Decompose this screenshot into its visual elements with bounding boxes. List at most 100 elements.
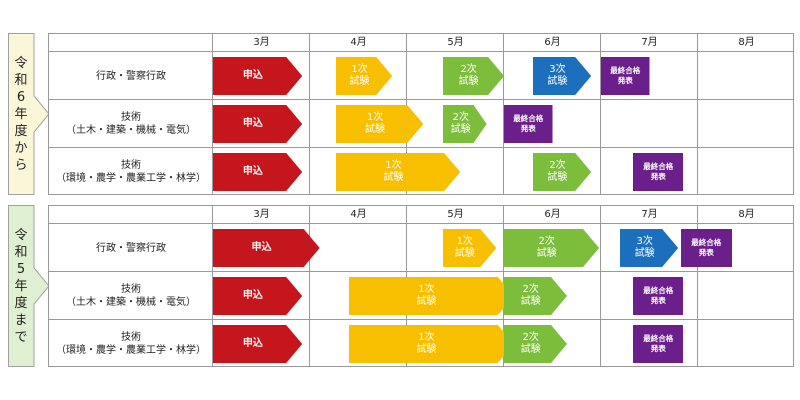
grid-row-line — [49, 223, 793, 224]
job-category-label: 行政・警察行政 — [49, 224, 213, 272]
final-result-box: 最終合格 発表 — [504, 105, 553, 143]
bar-label-line: 発表 — [520, 124, 536, 133]
bar-label-line: 2次 — [549, 160, 566, 171]
bar-label-line: 試験 — [416, 296, 437, 307]
bar-label-line: 発表 — [698, 248, 714, 257]
bar-label-line: 申込 — [242, 290, 263, 301]
bar-shape — [680, 229, 732, 267]
job-category-line: （環境・農学・農業工学・林学） — [56, 345, 206, 356]
bar-label-line: 試験 — [520, 296, 541, 307]
bar-label-line: 発表 — [650, 344, 666, 353]
stage2-exam-arrow: 2次 試験 — [504, 277, 568, 315]
job-category-line: 技術 — [121, 112, 141, 123]
side-label-char: 年 — [14, 278, 28, 294]
final-result-box: 最終合格 発表 — [633, 153, 684, 191]
bar-shape — [504, 277, 568, 315]
stage1-exam-arrow: 1次 試験 — [336, 153, 461, 191]
side-label-char: ま — [14, 312, 28, 328]
bar-label-line: 試験 — [416, 344, 437, 355]
grid-row-line — [49, 147, 793, 148]
month-header: 7月 — [641, 209, 658, 220]
bar-shape — [348, 325, 514, 363]
bar-label: 2次 試験 — [443, 57, 495, 95]
grid-row-line — [49, 319, 793, 320]
stage2-exam-arrow: 2次 試験 — [504, 325, 568, 363]
job-category-line: （土木・建築・機械・電気） — [66, 125, 196, 136]
stage1-exam-arrow: 1次 試験 — [336, 105, 424, 143]
bar-label-line: 発表 — [650, 172, 666, 181]
bar-label-line: 申込 — [242, 166, 263, 177]
job-category-line: 行政・警察行政 — [96, 242, 166, 254]
month-header: 6月 — [544, 209, 561, 220]
grid-column-line — [503, 34, 504, 194]
bar-label: 1次 試験 — [443, 229, 487, 267]
stage1-exam-arrow: 1次 試験 — [348, 277, 514, 315]
application-arrow: 申込 — [213, 153, 303, 191]
side-arrow-icon — [8, 33, 50, 195]
bar-label-line: 試験 — [547, 76, 568, 87]
bar-shape — [213, 277, 303, 315]
bar-label-line: 試験 — [365, 124, 386, 135]
bar-shape — [213, 153, 303, 191]
bar-label-line: 最終合格 — [643, 334, 674, 343]
bar-label: 2次 試験 — [504, 325, 557, 363]
grid-column-line — [309, 34, 310, 194]
bar-label: 1次 試験 — [349, 277, 504, 315]
bar-label: 2次 試験 — [443, 105, 479, 143]
bar-label: 2次 試験 — [504, 277, 557, 315]
bar-label: 最終合格 発表 — [633, 153, 683, 191]
application-arrow: 申込 — [213, 277, 303, 315]
bar-shape — [442, 105, 487, 143]
bar-label-line: 試験 — [450, 124, 471, 135]
bar-label-line: 発表 — [617, 76, 633, 85]
bar-label: 最終合格 発表 — [601, 57, 650, 95]
bar-label: 申込 — [213, 57, 293, 95]
stage2-exam-arrow: 2次 試験 — [504, 229, 600, 267]
month-header: 8月 — [738, 209, 755, 220]
bar-shape — [213, 229, 320, 267]
stage2-exam-arrow: 2次 試験 — [533, 153, 592, 191]
bar-label: 最終合格 発表 — [633, 277, 683, 315]
job-category-line: 技術 — [121, 284, 141, 295]
stage2-exam-arrow: 2次 試験 — [442, 105, 487, 143]
stage3-exam-arrow: 3次 試験 — [533, 57, 592, 95]
grid-column-line — [212, 34, 213, 194]
bar-label-line: 1次 — [418, 284, 435, 295]
bar-shape — [533, 57, 592, 95]
bar-label-line: 1次 — [366, 112, 384, 123]
stage1-exam-arrow: 1次 試験 — [336, 57, 393, 95]
side-label-char: 度 — [14, 123, 28, 139]
bar-label: 申込 — [213, 153, 293, 191]
grid-column-line — [600, 34, 601, 194]
bar-shape — [442, 57, 504, 95]
bar-label: 最終合格 発表 — [504, 105, 553, 143]
bar-label-line: 試験 — [536, 248, 557, 259]
bar-label: 3次 試験 — [620, 229, 669, 267]
bar-label-line: 試験 — [349, 76, 370, 87]
bar-label-line: 最終合格 — [643, 286, 674, 295]
bar-shape — [620, 229, 679, 267]
bar-label: 1次 試験 — [349, 325, 504, 363]
month-header: 4月 — [350, 37, 367, 48]
application-arrow: 申込 — [213, 57, 303, 95]
bar-label: 1次 試験 — [336, 153, 451, 191]
bar-label: 申込 — [213, 277, 293, 315]
side-label-char: 令 — [14, 227, 28, 243]
side-label-char: か — [14, 140, 28, 156]
side-label-char: 度 — [14, 295, 28, 311]
final-result-box: 最終合格 発表 — [601, 57, 650, 95]
application-arrow: 申込 — [213, 105, 303, 143]
job-category-line: 技術 — [121, 160, 141, 171]
grid-column-line — [697, 206, 698, 366]
side-label-char: 和 — [14, 72, 28, 88]
bar-shape — [336, 105, 424, 143]
bar-label: 最終合格 発表 — [633, 325, 683, 363]
bar-shape — [504, 325, 568, 363]
month-header: 7月 — [641, 37, 658, 48]
bar-label-line: 最終合格 — [513, 114, 544, 123]
side-label-char: 5 — [16, 261, 26, 277]
month-header: 4月 — [350, 209, 367, 220]
application-arrow: 申込 — [213, 325, 303, 363]
